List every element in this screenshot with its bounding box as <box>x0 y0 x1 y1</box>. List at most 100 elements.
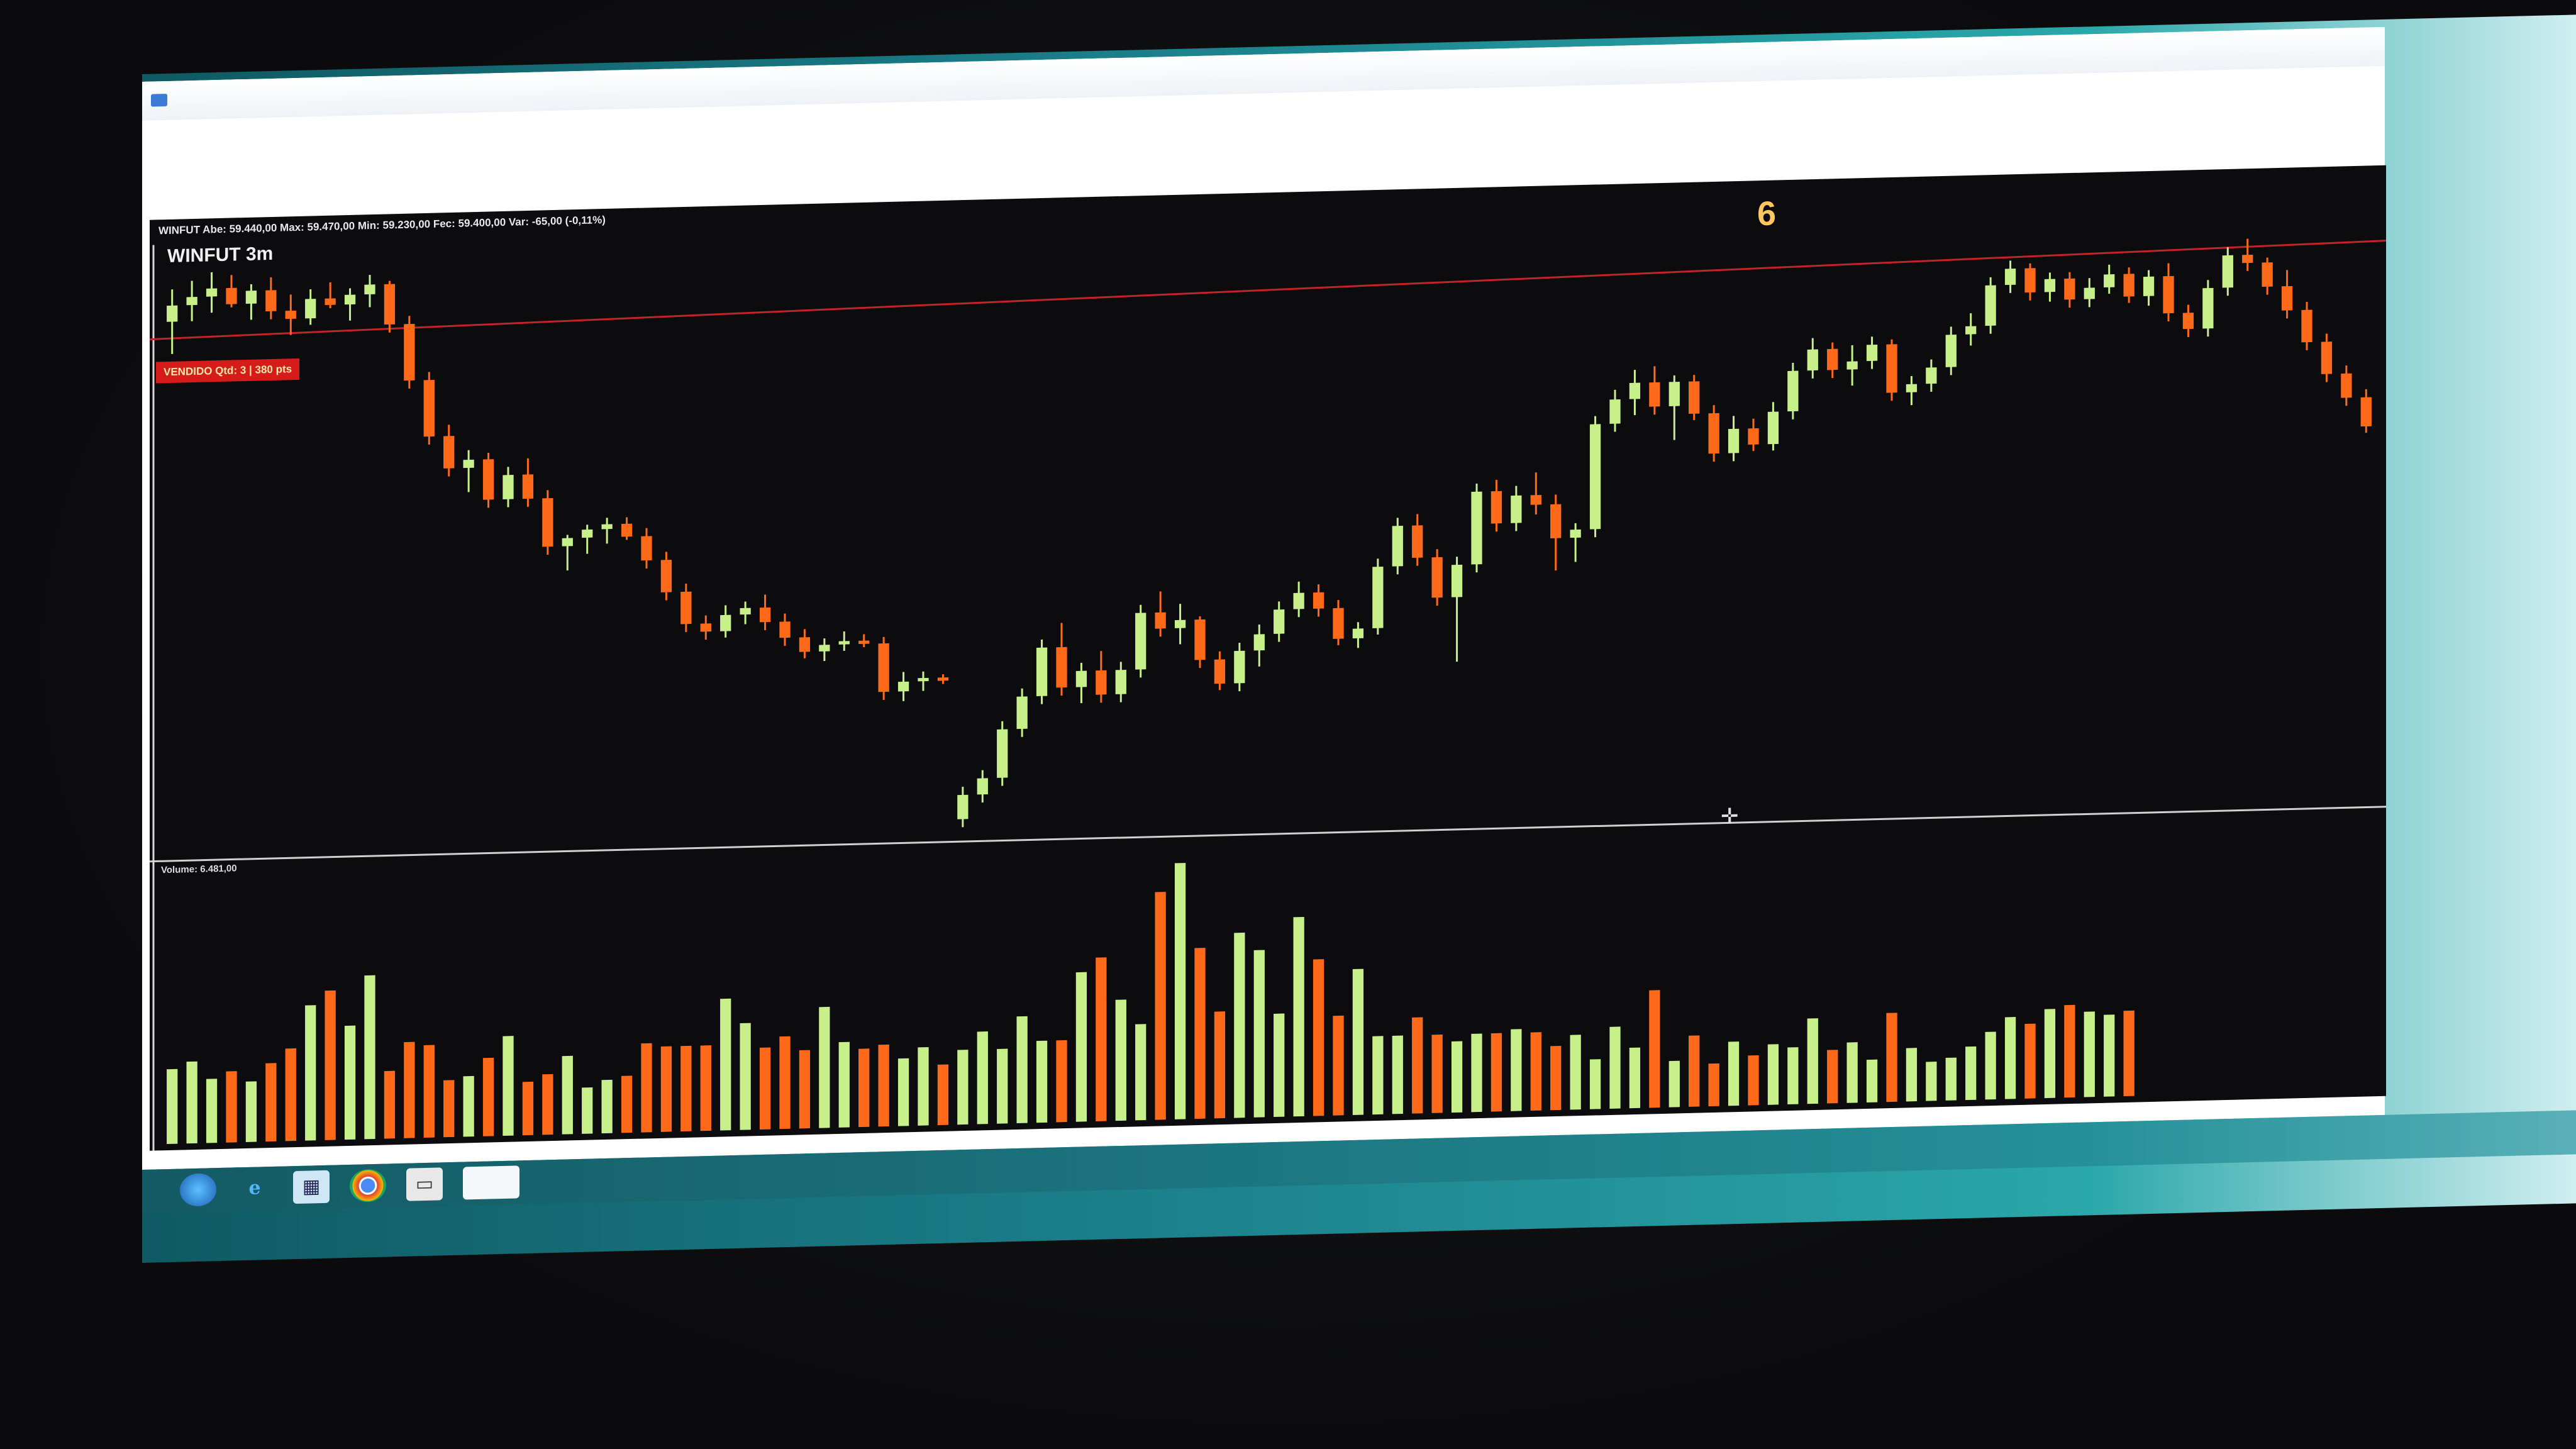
candle-body <box>1432 557 1443 598</box>
candle-body <box>1531 495 1541 505</box>
volume-bar <box>760 1047 770 1130</box>
candle-body <box>1155 613 1166 629</box>
volume-bar <box>1748 1055 1758 1106</box>
volume-bar <box>1946 1058 1957 1101</box>
volume-bar <box>226 1071 236 1143</box>
candle-body <box>1234 651 1245 684</box>
candle-body <box>740 608 751 615</box>
volume-bar <box>345 1026 355 1140</box>
volume-bar <box>404 1042 414 1138</box>
candle-body <box>404 324 414 380</box>
chrome-icon[interactable] <box>350 1169 386 1202</box>
volume-bar <box>562 1056 573 1135</box>
volume-bar <box>918 1047 928 1126</box>
candle-body <box>265 290 276 311</box>
volume-bar <box>680 1046 691 1131</box>
volume-bar <box>779 1036 790 1130</box>
volume-bar <box>799 1050 810 1129</box>
candle-body <box>2183 313 2194 329</box>
chart-area[interactable]: WINFUT Abe: 59.440,00 Max: 59.470,00 Min… <box>150 165 2386 1151</box>
volume-bar <box>1550 1046 1561 1110</box>
volume-bar <box>1412 1017 1423 1113</box>
candle-body <box>701 623 711 631</box>
candle-body <box>443 436 454 469</box>
volume-bar <box>1333 1016 1343 1116</box>
start-orb-icon[interactable] <box>180 1173 216 1206</box>
volume-bar <box>1036 1041 1047 1123</box>
candle-body <box>1965 326 1976 334</box>
volume-bar <box>1076 972 1087 1122</box>
candle-body <box>1096 670 1106 695</box>
volume-bar <box>2024 1024 2035 1099</box>
volume-bar <box>1906 1048 1917 1101</box>
candle-body <box>1570 530 1581 538</box>
volume-bar <box>661 1046 672 1132</box>
candle-body <box>1313 592 1324 609</box>
volume-bar <box>819 1007 830 1128</box>
volume-bar <box>1313 959 1324 1116</box>
app-icon <box>151 94 167 107</box>
active-window-button[interactable] <box>463 1165 519 1199</box>
volume-bar <box>977 1031 988 1124</box>
volume-bar <box>701 1045 711 1131</box>
candle-body <box>1214 659 1225 684</box>
volume-bar <box>957 1050 968 1124</box>
crosshair-cursor-icon: ✛ <box>1721 804 1739 830</box>
candle-body <box>305 299 316 318</box>
volume-bar <box>1392 1036 1403 1114</box>
volume-bar <box>1629 1048 1640 1109</box>
candle-body <box>384 284 395 325</box>
candle-body <box>1590 424 1601 529</box>
candle-body <box>779 621 790 638</box>
candle-body <box>641 536 652 560</box>
volume-bar <box>305 1005 316 1140</box>
candle-body <box>1333 608 1343 639</box>
volume-bar <box>1787 1047 1798 1104</box>
candle-body <box>1886 344 1897 392</box>
candle-body <box>602 524 613 529</box>
candle-body <box>582 530 592 538</box>
position-tag[interactable]: VENDIDO Qtd: 3 | 380 pts <box>156 358 299 384</box>
candle-body <box>1412 525 1423 558</box>
candle-body <box>938 677 948 681</box>
candle-body <box>2163 276 2174 313</box>
candle-body <box>1649 382 1660 407</box>
volume-bar <box>938 1064 948 1125</box>
folder-icon[interactable]: ▭ <box>406 1167 443 1201</box>
volume-bar <box>621 1075 632 1133</box>
volume-bar <box>1056 1040 1067 1123</box>
candle-body <box>364 284 375 294</box>
candle-body <box>858 640 869 644</box>
candle-body <box>2084 287 2095 299</box>
volume-bar <box>1096 957 1106 1121</box>
candle-body <box>1768 412 1779 445</box>
candle-body <box>1689 381 1699 414</box>
internet-explorer-icon[interactable]: e <box>236 1172 273 1205</box>
volume-bar <box>286 1048 296 1141</box>
candle-body <box>1946 335 1957 367</box>
candle-body <box>898 682 909 692</box>
candle-body <box>502 475 513 499</box>
candle-body <box>345 294 355 304</box>
candle-body <box>799 637 810 652</box>
volume-bar <box>1649 990 1660 1108</box>
candle-body <box>1787 371 1798 412</box>
candlestick-chart[interactable] <box>150 165 2386 1151</box>
volume-bar <box>167 1069 177 1144</box>
candle-body <box>1550 504 1561 538</box>
volume-bar <box>1728 1041 1739 1106</box>
volume-bar <box>641 1043 652 1133</box>
cycle-counter: 6 <box>1757 194 1776 234</box>
volume-bar <box>1155 892 1166 1120</box>
trading-platform-window: WINFUT Abe: 59.440,00 Max: 59.470,00 Min… <box>142 27 2385 1170</box>
explorer-icon[interactable]: ▦ <box>293 1170 330 1204</box>
volume-bar <box>1452 1041 1462 1113</box>
volume-bar <box>997 1049 1008 1124</box>
candle-body <box>226 288 236 304</box>
panel-separator <box>150 807 2386 862</box>
candle-body <box>1017 696 1028 729</box>
volume-bar <box>839 1042 850 1128</box>
volume-bar <box>1175 863 1185 1119</box>
volume-bar <box>1471 1033 1482 1112</box>
volume-bar <box>1609 1026 1620 1109</box>
